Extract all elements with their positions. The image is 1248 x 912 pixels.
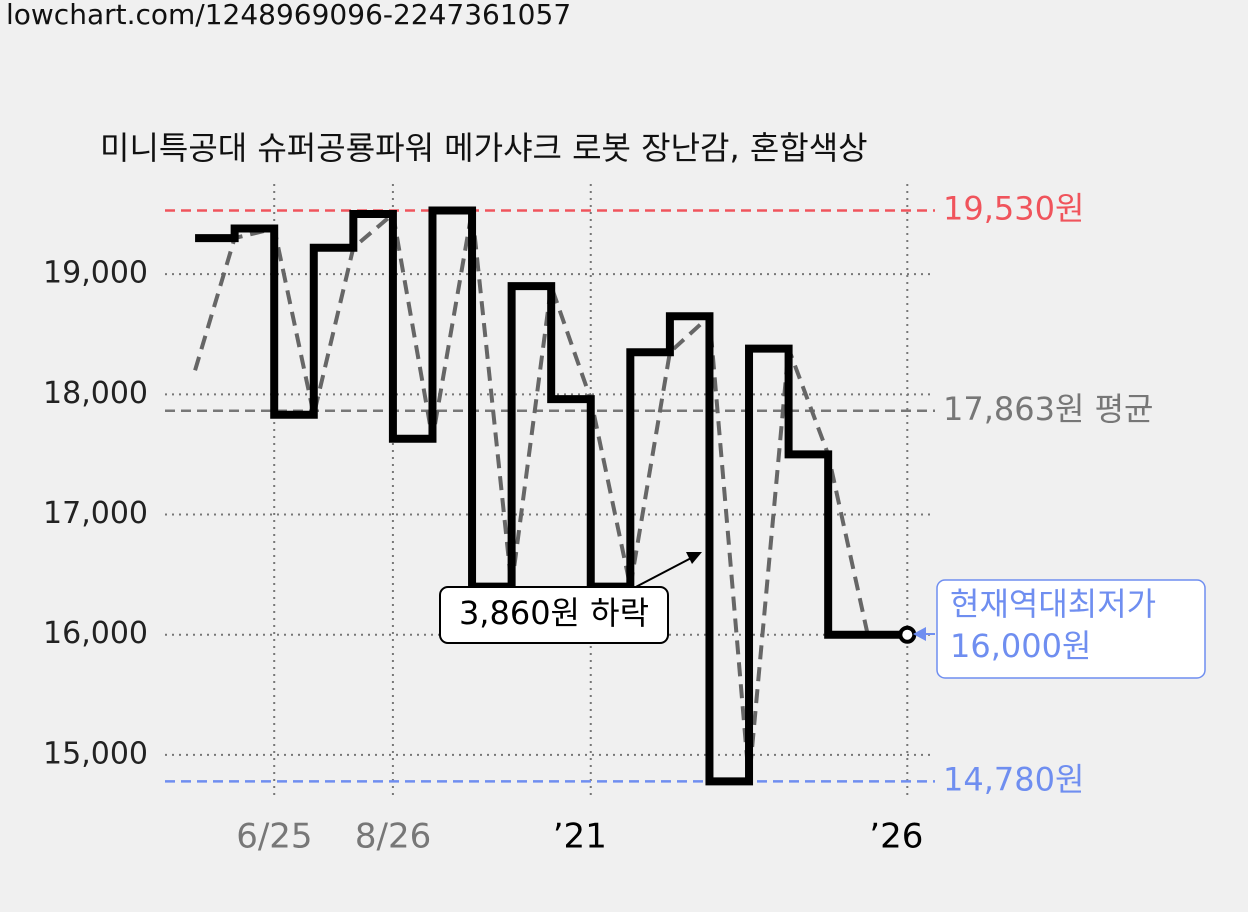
annotation-arrow <box>629 555 696 591</box>
y-tick-label: 17,000 <box>43 496 148 531</box>
current-arrowhead <box>913 627 926 641</box>
current-label: 16,000원 <box>950 627 1091 665</box>
x-tick-label: 6/25 <box>236 817 312 857</box>
trend-line <box>193 210 870 782</box>
reference-label: 14,780원 <box>943 760 1084 798</box>
x-tick-label: ’21 <box>553 817 607 857</box>
y-tick-label: 18,000 <box>43 376 148 411</box>
x-tick-label: ’26 <box>869 817 923 857</box>
y-tick-label: 15,000 <box>43 736 148 771</box>
current-label: 현재역대최저가 <box>950 585 1156 623</box>
current-box <box>936 579 1206 679</box>
reference-label: 19,530원 <box>943 189 1084 227</box>
chart-title: 미니특공대 슈퍼공룡파워 메가샤크 로봇 장난감, 혼합색상 <box>100 129 868 167</box>
annotation-text: 3,860원 하락 <box>459 594 649 632</box>
y-tick-label: 19,000 <box>43 256 148 291</box>
annotation-arrowhead <box>686 552 702 564</box>
reference-label: 17,863원 평균 <box>943 390 1153 428</box>
current-point <box>898 625 917 644</box>
y-tick-label: 16,000 <box>43 616 148 651</box>
x-tick-label: 8/26 <box>355 817 431 857</box>
url: lowchart.com/1248969096-2247361057 <box>6 0 571 31</box>
annotation-box <box>439 586 669 644</box>
price-line <box>195 206 908 786</box>
